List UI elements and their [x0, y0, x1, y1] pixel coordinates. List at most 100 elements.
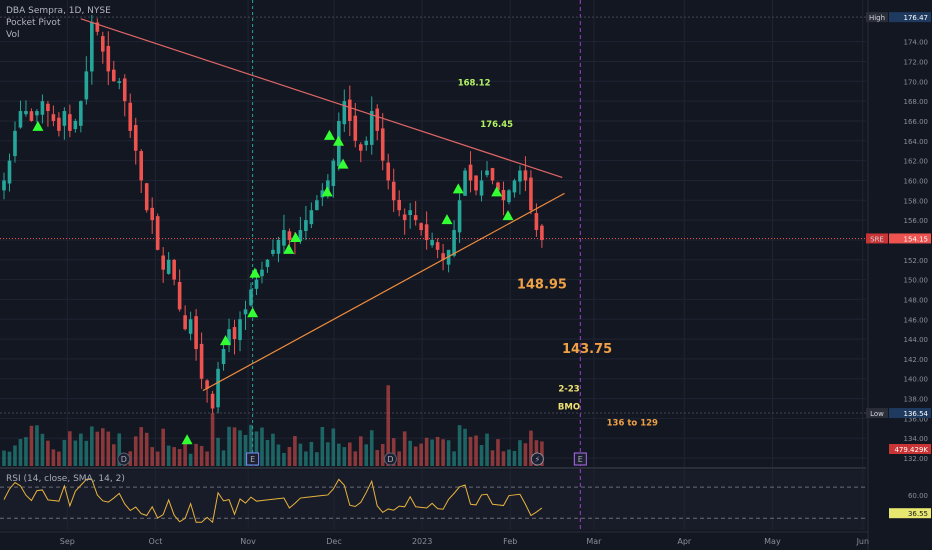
candle-body[interactable]: [35, 111, 39, 116]
candle-body[interactable]: [57, 117, 61, 131]
candle-body[interactable]: [172, 259, 176, 280]
candle-body[interactable]: [139, 151, 144, 181]
candle-body[interactable]: [402, 214, 407, 221]
candle-body[interactable]: [353, 115, 358, 141]
candle-body[interactable]: [474, 175, 478, 191]
candle-body[interactable]: [161, 255, 165, 270]
split-marker[interactable]: [530, 452, 544, 466]
candle-body[interactable]: [496, 182, 500, 191]
candle-body[interactable]: [238, 319, 242, 341]
candle-body[interactable]: [13, 130, 17, 157]
candle-body[interactable]: [232, 327, 237, 340]
candle-body[interactable]: [84, 71, 89, 100]
candle-body[interactable]: [221, 349, 226, 365]
candle-body[interactable]: [391, 181, 396, 201]
trendline-lower[interactable]: [202, 192, 565, 392]
candle-body[interactable]: [106, 45, 111, 72]
candle-body[interactable]: [128, 102, 133, 131]
candle-body[interactable]: [51, 114, 56, 121]
candle-body[interactable]: [100, 36, 105, 52]
candle-body[interactable]: [315, 200, 319, 211]
candle-body[interactable]: [518, 170, 522, 182]
candle-body[interactable]: [155, 216, 160, 250]
candle-body[interactable]: [441, 253, 445, 260]
candle-body[interactable]: [380, 128, 385, 161]
candle-body[interactable]: [79, 101, 83, 126]
candle-body[interactable]: [298, 230, 303, 242]
candle-body[interactable]: [46, 103, 50, 112]
candle-body[interactable]: [95, 22, 100, 32]
candle-body[interactable]: [282, 230, 286, 246]
candle-body[interactable]: [29, 111, 34, 121]
candle-body[interactable]: [501, 189, 506, 201]
candle-body[interactable]: [62, 111, 67, 126]
candle-body[interactable]: [2, 180, 6, 191]
candle-body[interactable]: [133, 125, 138, 151]
candle-body[interactable]: [111, 69, 116, 82]
candle-body[interactable]: [386, 162, 391, 181]
candle-body[interactable]: [512, 180, 517, 193]
candle-body[interactable]: [320, 190, 325, 198]
candle-body[interactable]: [7, 160, 12, 184]
dividend-marker[interactable]: [383, 452, 397, 466]
candle-body[interactable]: [243, 309, 248, 315]
candle-body[interactable]: [68, 114, 72, 131]
candle-body[interactable]: [40, 101, 45, 115]
candle-body[interactable]: [485, 170, 489, 176]
candle-body[interactable]: [271, 249, 275, 254]
candle-body[interactable]: [342, 101, 347, 125]
candle-body[interactable]: [369, 111, 374, 145]
candle-body[interactable]: [452, 230, 456, 256]
candle-body[interactable]: [183, 315, 187, 330]
candle-body[interactable]: [227, 329, 231, 345]
candle-body[interactable]: [254, 279, 259, 289]
candle-body[interactable]: [364, 140, 369, 146]
candle-body[interactable]: [24, 111, 28, 115]
candle-body[interactable]: [413, 215, 418, 221]
candle-body[interactable]: [457, 200, 462, 233]
candle-body[interactable]: [199, 343, 204, 379]
candle-body[interactable]: [90, 21, 94, 72]
candle-body[interactable]: [534, 213, 539, 231]
candle-body[interactable]: [309, 210, 314, 225]
candle-body[interactable]: [166, 259, 171, 274]
candle-body[interactable]: [347, 99, 352, 121]
candle-body[interactable]: [276, 239, 281, 254]
candle-body[interactable]: [419, 223, 423, 231]
candle-body[interactable]: [430, 239, 434, 246]
candle-body[interactable]: [205, 380, 209, 389]
candle-body[interactable]: [188, 319, 193, 334]
candle-body[interactable]: [287, 231, 292, 240]
candle-body[interactable]: [358, 144, 363, 151]
candle-body[interactable]: [177, 282, 182, 310]
candle-body[interactable]: [73, 120, 78, 130]
candle-body[interactable]: [529, 177, 533, 211]
candle-body[interactable]: [194, 316, 198, 350]
candle-body[interactable]: [304, 220, 308, 232]
candle-body[interactable]: [265, 259, 270, 268]
earnings-marker[interactable]: [246, 452, 260, 466]
candle-body[interactable]: [435, 242, 440, 250]
candle-body[interactable]: [490, 168, 495, 181]
candle-body[interactable]: [210, 393, 215, 409]
candle-body[interactable]: [408, 210, 412, 216]
candle-body[interactable]: [523, 170, 528, 181]
candle-body[interactable]: [18, 111, 23, 128]
candle-body[interactable]: [260, 269, 264, 277]
candle-body[interactable]: [463, 170, 467, 196]
candle-body[interactable]: [117, 81, 122, 83]
trendline-upper[interactable]: [80, 18, 563, 179]
candle-body[interactable]: [122, 78, 127, 102]
candle-body[interactable]: [144, 183, 149, 211]
candle-body[interactable]: [507, 190, 511, 203]
candle-body[interactable]: [424, 224, 429, 240]
candle-body[interactable]: [331, 160, 336, 187]
candle-body[interactable]: [468, 164, 473, 181]
candle-body[interactable]: [375, 108, 380, 131]
earnings-marker[interactable]: [573, 452, 587, 466]
candle-body[interactable]: [249, 289, 253, 306]
candle-body[interactable]: [540, 225, 544, 240]
dividend-marker[interactable]: [117, 452, 131, 466]
candle-body[interactable]: [216, 368, 220, 408]
